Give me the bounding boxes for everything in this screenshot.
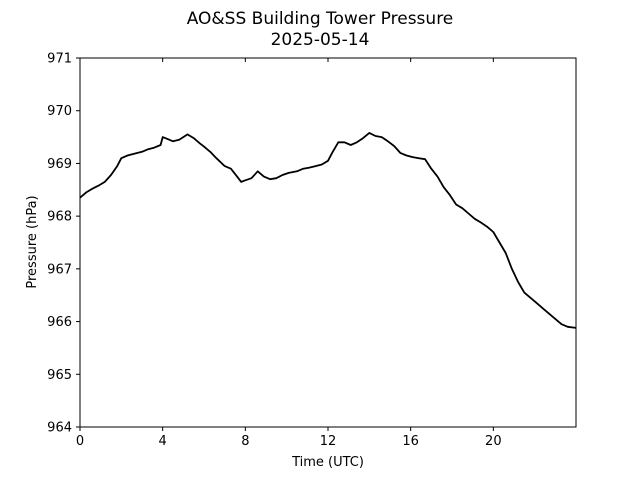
x-tick-label: 16 [402, 434, 419, 449]
y-tick-label: 968 [47, 210, 72, 225]
y-tick-label: 969 [47, 157, 72, 172]
x-tick-label: 20 [485, 434, 502, 449]
y-tick-label: 967 [47, 262, 72, 277]
x-axis-label: Time (UTC) [291, 455, 364, 470]
chart-title: AO&SS Building Tower Pressure [187, 9, 454, 29]
plot-frame [79, 57, 577, 428]
y-axis-label: Pressure (hPa) [25, 195, 40, 288]
y-tick-label: 965 [47, 368, 72, 383]
chart-subtitle: 2025-05-14 [271, 30, 370, 50]
x-tick-label: 0 [76, 434, 84, 449]
x-tick-label: 8 [241, 434, 249, 449]
axis-ticks: 0 4 8 12 16 20 964 965 966 967 968 969 970 971 [47, 52, 501, 450]
y-tick-label: 964 [47, 421, 72, 436]
y-tick-label: 971 [47, 52, 72, 67]
pressure-series-line [79, 132, 577, 329]
x-tick-label: 12 [320, 434, 337, 449]
y-tick-label: 970 [47, 104, 72, 119]
y-tick-label: 966 [47, 315, 72, 330]
x-tick-label: 4 [159, 434, 167, 449]
